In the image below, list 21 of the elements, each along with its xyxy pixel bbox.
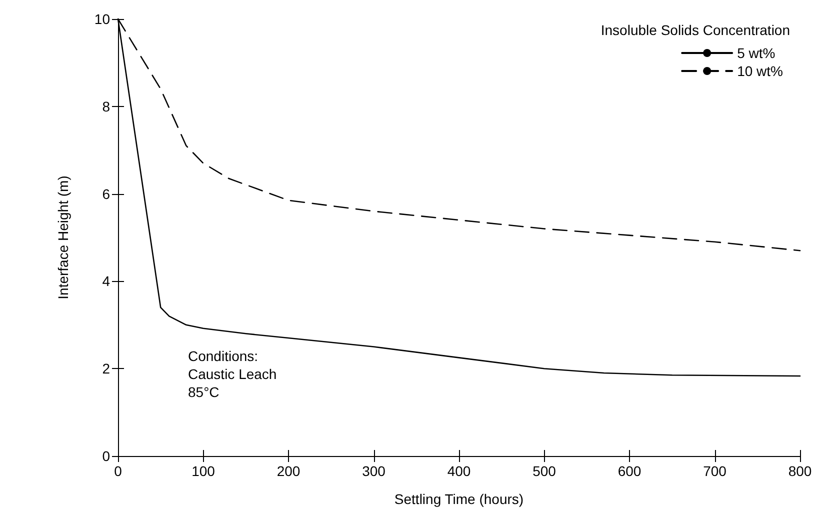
legend-title: Insoluble Solids Concentration [600,22,790,38]
y-tick-label: 10 [94,11,110,27]
x-tick-label: 500 [532,463,556,479]
x-tick-label: 700 [703,463,727,479]
x-tick-label: 600 [618,463,642,479]
x-tick-label: 100 [192,463,216,479]
legend-label: 10 wt% [737,63,784,79]
x-axis-title: Settling Time (hours) [394,491,524,507]
x-tick-label: 200 [276,463,300,479]
y-axis-title: Interface Height (m) [55,176,71,300]
annotation: Conditions: Caustic Leach 85°C [188,348,277,400]
x-tick-label: 0 [114,463,122,479]
y-tick-label: 0 [102,448,110,464]
x-tick-label: 300 [362,463,386,479]
y-tick-label: 8 [102,98,110,114]
legend-label: 5 wt% [737,45,776,61]
y-tick-label: 2 [102,360,110,377]
y-tick-label: 4 [102,273,110,290]
x-tick-label: 400 [447,463,471,479]
y-tick-label: 6 [102,186,110,202]
x-tick-label: 800 [788,463,812,479]
